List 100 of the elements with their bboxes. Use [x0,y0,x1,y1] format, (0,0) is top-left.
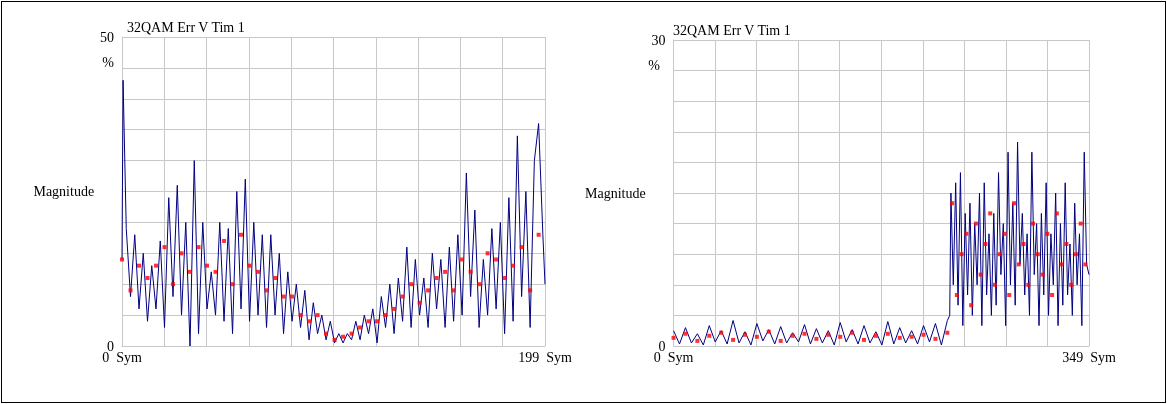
point [826,332,831,337]
point [983,242,988,246]
text: % [102,54,115,70]
point [950,201,955,206]
point [992,282,997,287]
point [683,331,688,336]
point [909,334,914,339]
point [969,303,974,308]
point [671,335,676,340]
point [997,252,1002,257]
point [349,331,354,336]
point [426,288,431,293]
point [1054,211,1059,216]
point [460,257,465,262]
point [1078,221,1083,226]
point [298,313,303,318]
point [933,336,938,341]
point [1069,282,1074,287]
point [417,300,422,305]
point [230,282,235,287]
point [137,263,142,268]
point [1031,221,1036,226]
point [468,269,473,274]
point [1083,262,1088,267]
point [485,251,490,256]
point [341,334,346,339]
point [179,251,184,256]
point [256,269,261,274]
point [850,330,855,335]
point [222,238,227,243]
point [477,282,482,287]
point [1064,242,1069,246]
point [400,294,405,299]
point [945,330,950,335]
point [1073,252,1078,257]
point [778,338,783,343]
x-tick-label: 199 Sym [518,349,572,365]
point [742,332,747,337]
point [375,319,380,324]
point [315,313,320,318]
point [754,334,759,339]
point [1016,262,1021,267]
point [451,288,456,293]
point [707,333,712,338]
point [392,306,397,311]
point [273,276,278,281]
point [120,257,124,262]
point [409,282,414,287]
point [885,331,890,336]
point [281,294,286,299]
point [1021,242,1026,246]
point [978,272,983,277]
point [307,319,312,324]
point [790,333,795,338]
point [196,245,201,250]
point [213,269,218,274]
y-tick-label: 50 [100,29,114,45]
point [1002,231,1007,236]
point [519,245,524,250]
point [366,319,371,324]
point [264,288,269,293]
point [814,336,819,341]
point [695,338,700,343]
point [731,337,736,342]
y-axis-title: Magnitude [33,184,95,199]
point [873,333,878,338]
point [973,221,978,226]
point [1035,252,1040,257]
chart-title: 32QAM Err V Tim 1 [127,19,245,35]
point [162,245,167,250]
point [838,334,843,339]
point [1040,272,1045,277]
y-tick-label: 30 [651,32,666,48]
point [1050,293,1055,297]
point [188,269,193,274]
point [528,288,533,293]
point [247,263,252,268]
point [443,269,448,274]
point [964,231,969,236]
point [128,288,133,293]
point [358,325,363,330]
point [171,282,176,287]
point [290,294,295,299]
point [324,331,329,336]
point [332,337,337,342]
point [205,263,210,268]
point [511,263,516,268]
text: % [648,57,661,73]
point [145,276,150,281]
point [921,332,926,337]
point [154,263,159,268]
point [1012,201,1017,206]
point [239,232,244,237]
point [766,329,771,334]
point [1045,231,1050,236]
point [719,330,724,335]
chart-title: 32QAM Err V Tim 1 [673,22,791,38]
point [1026,282,1031,287]
point [1007,293,1012,297]
point [897,335,902,340]
